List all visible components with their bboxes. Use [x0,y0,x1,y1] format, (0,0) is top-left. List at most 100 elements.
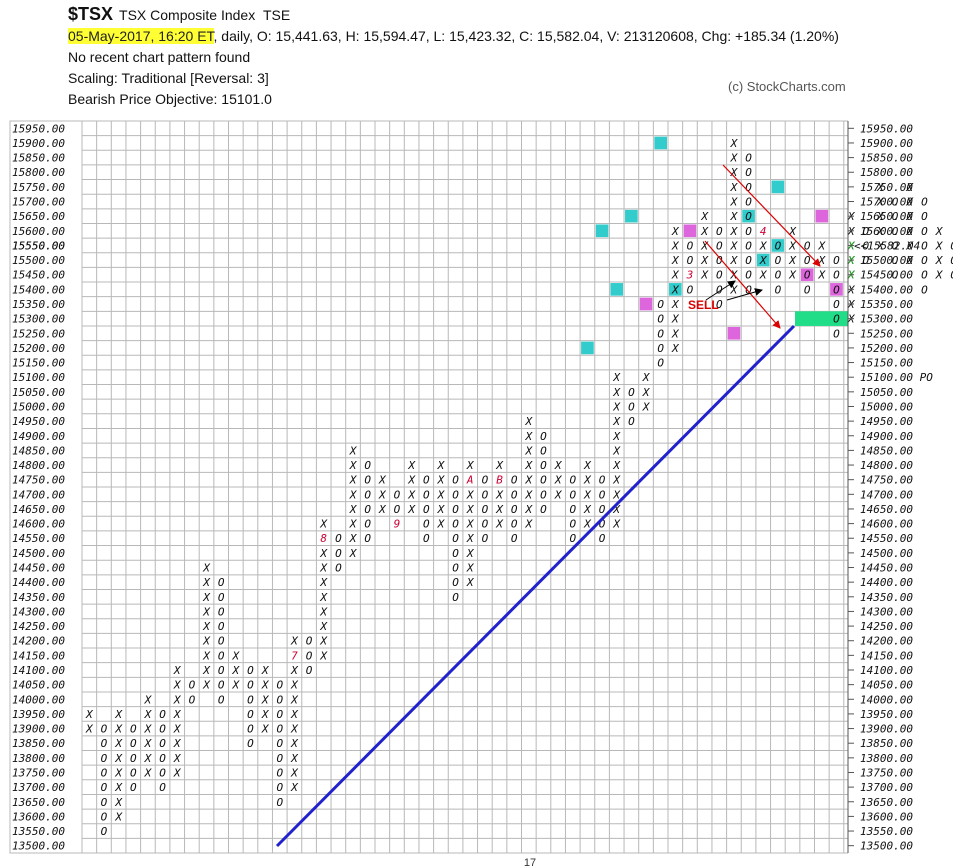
y-tick-right: 13950.00 [860,708,913,721]
o-mark: O [423,532,430,545]
y-tick-right: 15500.00 [860,254,913,267]
o-mark: O [892,225,899,238]
x-mark: X [759,239,768,252]
o-mark: O [276,693,283,706]
o-mark: O [804,283,811,296]
o-mark: O [921,254,928,267]
o-mark: O [101,737,108,750]
highlight-box [669,283,682,296]
x-mark: X [319,635,328,648]
o-mark: O [569,474,576,487]
x-mark: X [202,562,211,575]
o-mark: O [276,752,283,765]
highlight-box [800,268,814,282]
y-tick-left: 15300.00 [12,313,65,326]
y-tick-right: 14650.00 [860,503,913,516]
y-tick-left: 15800.00 [12,166,65,179]
x-mark: X [525,474,534,487]
sell-pointer-1 [705,280,736,301]
o-mark: O [247,737,254,750]
y-tick-left: 14050.00 [12,679,65,692]
x-mark: X [495,459,504,472]
highlight-box [581,341,594,355]
x-mark: X [144,766,153,779]
x-mark: X [612,371,621,384]
o-mark: O [423,474,430,487]
highlight-box [625,209,638,223]
o-mark: O [892,269,899,282]
y-tick-right: 14850.00 [860,444,913,457]
x-mark: X [583,459,592,472]
o-mark: O [364,532,371,545]
x-mark: X [114,708,123,721]
x-mark: X [114,752,123,765]
y-tick-left: 13850.00 [12,737,65,750]
y-tick-left: 14950.00 [12,415,65,428]
date-stamp: 05-May-2017, 16:20 ET [68,28,214,44]
y-tick-left: 14500.00 [12,547,65,560]
x-mark: X [349,459,358,472]
o-mark: O [628,400,635,413]
o-mark: O [540,474,547,487]
y-tick-left-last: 15550.00 [12,239,65,252]
y-tick-left: 15600.00 [12,225,65,238]
y-tick-right: 14600.00 [860,518,913,531]
o-mark: O [540,444,547,457]
x-mark: X [349,488,358,501]
ticker-symbol: $TSX [68,4,114,24]
y-tick-right: 14350.00 [860,591,913,604]
x-mark: X [290,679,299,692]
o-mark: O [101,810,108,823]
x-mark: X [290,737,299,750]
y-tick-right: 14400.00 [860,576,913,589]
o-mark: O [745,181,752,194]
y-tick-left: 15150.00 [12,357,65,370]
y-tick-right: 14200.00 [860,635,913,648]
o-mark: O [218,664,225,677]
o-mark: O [511,503,518,516]
o-mark: O [833,283,840,296]
x-mark: X [319,591,328,604]
x-mark: X [85,723,94,736]
o-mark: O [745,254,752,267]
pattern-status: No recent chart pattern found [68,49,251,65]
x-mark: X [730,225,739,238]
y-tick-left: 15400.00 [12,283,65,296]
o-mark: O [921,196,928,209]
x-mark: X [349,518,358,531]
x-mark: X [788,225,797,238]
o-mark: O [482,532,489,545]
x-mark: X [437,459,446,472]
x-mark: X [612,386,621,399]
y-tick-right: 13800.00 [860,752,913,765]
x-mark: X [114,796,123,809]
x-mark: X [525,503,534,516]
x-mark: X [583,503,592,516]
x-mark: X [730,239,739,252]
x-mark: X [554,488,563,501]
x-mark: X [612,415,621,428]
o-mark: O [862,225,869,238]
o-mark: O [364,488,371,501]
x-mark: X [319,562,328,575]
x-mark: X [525,518,534,531]
y-tick-right: 14100.00 [860,664,913,677]
x-mark: X [905,254,914,267]
x-mark: X [261,708,270,721]
x-mark: X [642,400,651,413]
x-mark: X [290,766,299,779]
o-mark: O [364,503,371,516]
x-mark: X [261,679,270,692]
o-mark: O [130,737,137,750]
x-mark: X [525,430,534,443]
x-mark: X [290,752,299,765]
x-mark: X [700,210,709,223]
o-mark: O [716,254,723,267]
o-mark: O [511,518,518,531]
o-mark: O [745,210,752,223]
o-mark: O [276,796,283,809]
o-mark: O [218,605,225,618]
x-mark: X [730,137,739,150]
o-mark: O [423,518,430,531]
x-mark: X [466,547,475,560]
